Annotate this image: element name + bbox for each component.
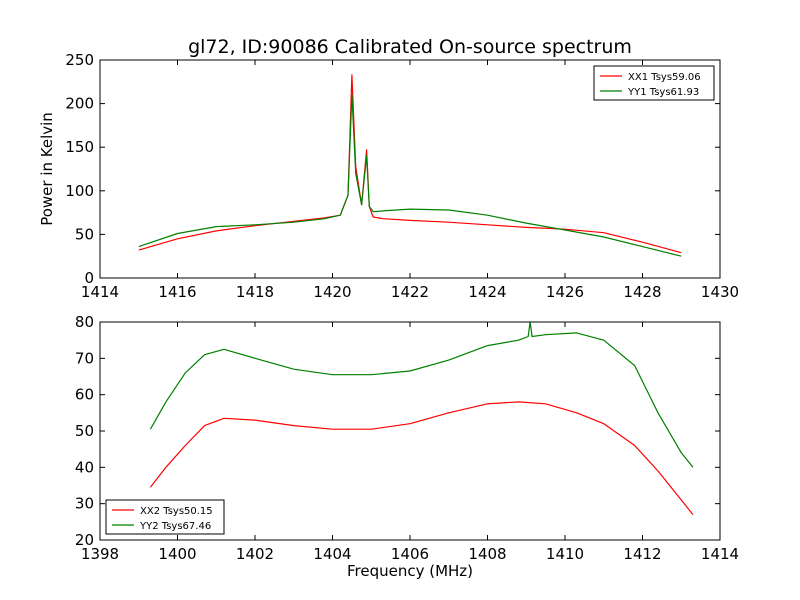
- y-tick-label: 70: [75, 349, 94, 367]
- y-tick-label: 0: [84, 269, 94, 287]
- x-axis-label: Frequency (MHz): [347, 562, 473, 580]
- x-tick-label: 1402: [236, 545, 274, 563]
- x-tick-label: 1410: [546, 545, 584, 563]
- x-tick-label: 1414: [81, 283, 119, 301]
- y-tick-label: 100: [65, 182, 94, 200]
- x-tick-label: 1412: [623, 545, 661, 563]
- legend-label-1: XX1 Tsys59.06: [628, 72, 701, 83]
- series-line-1: [149, 401, 694, 515]
- x-tick-label: 1430: [701, 283, 739, 301]
- plot-panel-2: 1398 1400 1402 1404 1406 1408 1410 1412 1414 20 30…: [75, 313, 739, 580]
- legend-label-1: XX2 Tsys50.15: [140, 506, 213, 517]
- x-tick-label: 1420: [313, 283, 351, 301]
- y-tick-label: 80: [75, 313, 94, 331]
- y-tick-label: 200: [65, 95, 94, 113]
- y-tick-label: 20: [75, 531, 94, 549]
- y-axis-label: Power in Kelvin: [38, 112, 56, 226]
- y-tick-label: 250: [65, 51, 94, 69]
- series-line-2: [138, 94, 682, 257]
- x-tick-label: 1426: [546, 283, 584, 301]
- y-tick-label: 50: [75, 225, 94, 243]
- y-tick-label: 30: [75, 495, 94, 513]
- legend-box: [105, 499, 225, 535]
- x-tick-label: 1422: [391, 283, 429, 301]
- series-line-2: [149, 322, 694, 468]
- y-tick-label: 40: [75, 458, 94, 476]
- figure-title: gl72, ID:90086 Calibrated On-source spec…: [188, 36, 632, 58]
- x-tick-label: 1398: [81, 545, 119, 563]
- legend-label-2: YY1 Tsys61.93: [627, 87, 699, 98]
- x-tick-label: 1416: [158, 283, 196, 301]
- legend-box: [593, 65, 715, 101]
- x-tick-label: 1400: [158, 545, 196, 563]
- x-tick-label: 1404: [313, 545, 351, 563]
- x-tick-label: 1406: [391, 545, 429, 563]
- y-tick-label: 60: [75, 386, 94, 404]
- x-tick-label: 1418: [236, 283, 274, 301]
- x-tick-label: 1414: [701, 545, 739, 563]
- x-tick-label: 1424: [468, 283, 506, 301]
- plot-panel-1: 1414 1416 1418 1420 1422 1424 1426 1428 1430 0 50 1…: [38, 51, 739, 301]
- y-tick-label: 150: [65, 138, 94, 156]
- y-tick-label: 50: [75, 422, 94, 440]
- x-tick-label: 1408: [468, 545, 506, 563]
- legend: XX2 Tsys50.15 YY2 Tsys67.46: [105, 499, 225, 535]
- x-tick-label: 1428: [623, 283, 661, 301]
- legend-label-2: YY2 Tsys67.46: [139, 521, 211, 532]
- legend: XX1 Tsys59.06 YY1 Tsys61.93: [593, 65, 715, 101]
- plots-group: 1414 1416 1418 1420 1422 1424 1426 1428 14300501…: [38, 51, 739, 580]
